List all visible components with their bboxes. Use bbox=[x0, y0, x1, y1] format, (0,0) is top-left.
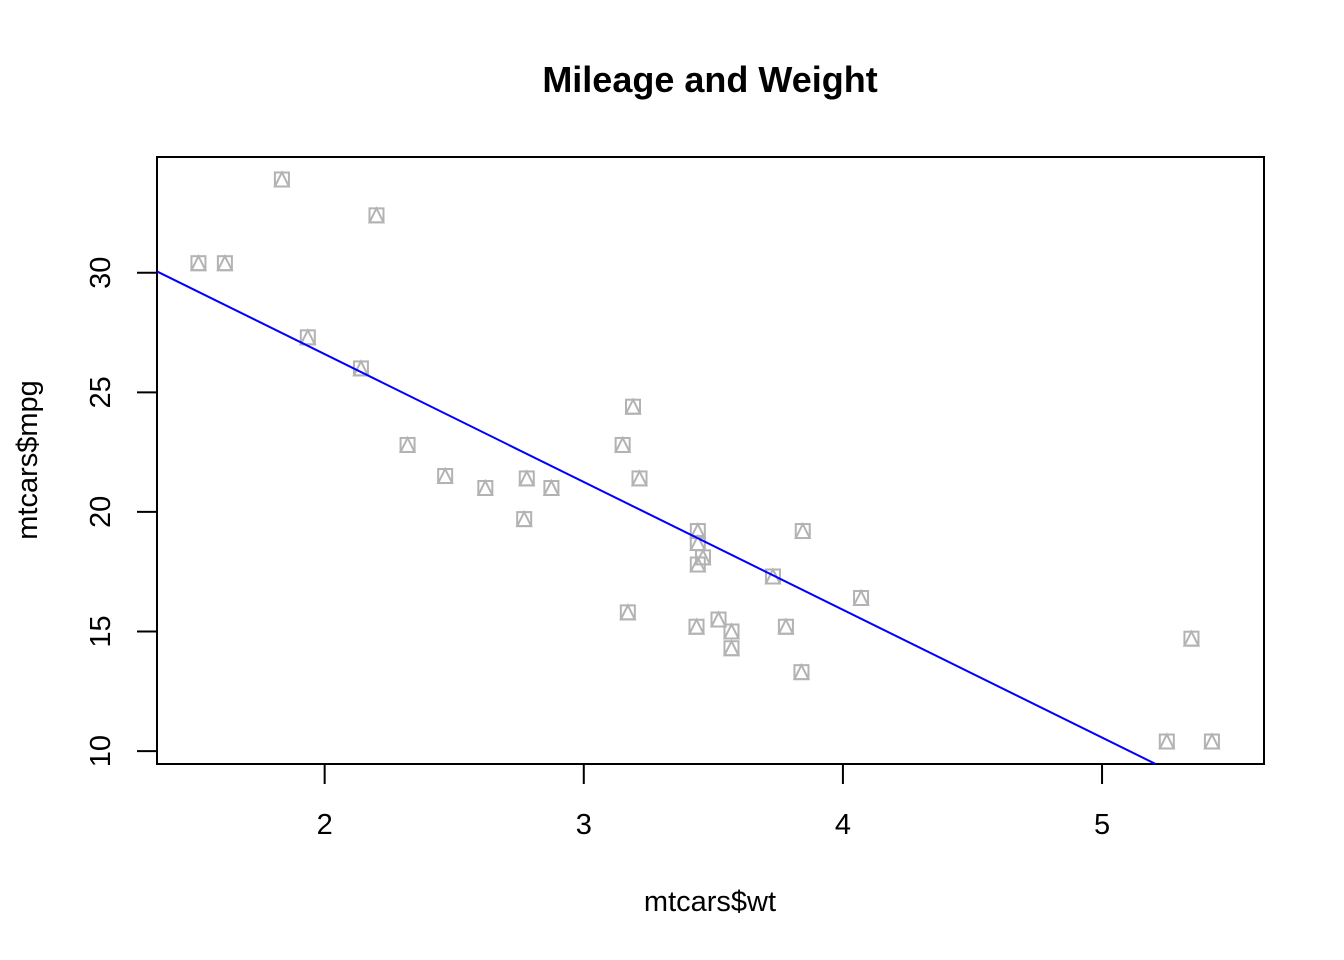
x-axis-label: mtcars$wt bbox=[644, 886, 776, 918]
data-point bbox=[794, 521, 812, 540]
data-point bbox=[792, 662, 811, 681]
y-axis: 10 15 20 25 30 bbox=[85, 257, 158, 767]
data-point bbox=[216, 253, 234, 272]
data-point bbox=[515, 509, 533, 528]
data-point bbox=[619, 603, 637, 621]
data-point bbox=[299, 328, 317, 346]
y-axis-label: mtcars$mpg bbox=[12, 380, 44, 540]
x-tick-label: 5 bbox=[1094, 809, 1110, 841]
chart-title: Mileage and Weight bbox=[542, 59, 877, 100]
data-point bbox=[189, 253, 208, 272]
data-point bbox=[1158, 732, 1176, 750]
regression-line bbox=[156, 270, 1157, 765]
y-tick-label: 10 bbox=[85, 735, 117, 767]
x-tick-label: 4 bbox=[835, 809, 851, 841]
x-tick-label: 3 bbox=[576, 809, 592, 841]
data-point bbox=[476, 478, 494, 497]
y-tick-label: 30 bbox=[85, 257, 117, 289]
data-point bbox=[1203, 732, 1221, 750]
data-point bbox=[630, 469, 649, 487]
y-tick-label: 25 bbox=[85, 376, 117, 408]
data-point bbox=[352, 359, 370, 377]
data-point bbox=[273, 170, 291, 188]
data-point bbox=[1182, 629, 1201, 647]
data-point bbox=[777, 617, 795, 635]
data-point bbox=[687, 617, 706, 635]
data-point bbox=[709, 610, 728, 628]
data-point bbox=[367, 206, 386, 224]
regression-line-group bbox=[156, 270, 1157, 765]
y-tick-label: 15 bbox=[85, 615, 117, 647]
data-point bbox=[518, 469, 536, 487]
data-point bbox=[398, 435, 417, 453]
x-axis: 2 3 4 5 bbox=[317, 763, 1110, 841]
data-point bbox=[624, 397, 642, 415]
data-point bbox=[764, 567, 782, 585]
data-point bbox=[542, 478, 561, 497]
x-tick-label: 2 bbox=[317, 809, 333, 841]
data-point bbox=[689, 555, 707, 573]
data-point bbox=[852, 588, 870, 607]
plot-frame bbox=[156, 156, 1265, 765]
data-point bbox=[614, 435, 632, 453]
data-point bbox=[722, 622, 741, 640]
y-tick-label: 20 bbox=[85, 496, 117, 528]
data-point bbox=[722, 639, 741, 657]
data-points bbox=[189, 170, 1221, 750]
data-point bbox=[436, 466, 454, 485]
